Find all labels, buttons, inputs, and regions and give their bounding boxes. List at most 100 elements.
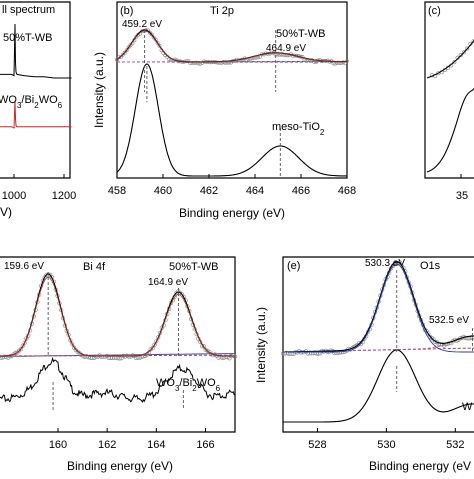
panel-d-data-point <box>22 340 27 345</box>
panel-e-data-point <box>472 335 474 340</box>
panel-d-peak2-label: 164.9 eV <box>148 277 188 288</box>
panel-b-frame <box>116 1 348 179</box>
panel-b-data-point <box>157 43 162 48</box>
panel-d-xtick-label: 162 <box>98 439 116 451</box>
panel-e-xtick-label: 530 <box>377 439 395 451</box>
panel-d-data-point <box>223 354 228 360</box>
panel-b-ticks: 458 460 462 464 466 468 <box>108 174 356 197</box>
panel-d-peak1-label: 159.6 eV <box>4 261 44 272</box>
panel-b-data-point <box>124 48 129 53</box>
panel-e-plot <box>280 260 474 423</box>
panel-e-peak1-label: 530.3 eV <box>365 258 405 269</box>
panel-d-data-point <box>42 275 47 280</box>
panel-b-data-point <box>120 52 125 57</box>
panel-d-data-point <box>117 356 122 361</box>
panel-e-title: O1s <box>420 260 441 272</box>
panel-b-peak2-label: 464.9 eV <box>266 43 306 54</box>
panel-a-sample-bottom: WO3/Bi2WO6 <box>0 94 63 110</box>
panel-b-xtick-label: 458 <box>108 185 126 197</box>
panel-b-ylabel: Intensity (a.u.) <box>92 52 106 128</box>
panel-b-data-point <box>221 60 226 65</box>
panel-b-data-point <box>256 55 261 60</box>
panel-d: 160 162 164 166 Bi 4f 50%T-WB 159.6 eV 164.… <box>0 256 238 473</box>
panel-b-data-point <box>115 57 119 62</box>
panel-d-xtick-label: 166 <box>196 439 214 451</box>
panel-b-data-point <box>126 45 131 50</box>
panel-c-frame <box>424 1 474 179</box>
panel-e-frame <box>282 256 474 433</box>
panel-b-data-point <box>186 59 191 64</box>
panel-c: (c) 35 <box>424 1 474 202</box>
panel-b-bottom-spectrum <box>116 63 348 177</box>
panel-d-data-point <box>154 339 159 344</box>
panel-c-plot <box>426 39 474 178</box>
panel-b-letter: (b) <box>120 5 133 17</box>
panel-a-plot <box>0 23 72 129</box>
panel-d-xtick-label: 164 <box>147 439 165 451</box>
panel-b-xtick-label: 466 <box>292 185 310 197</box>
panel-b-data-point <box>155 41 160 45</box>
panel-b-sample-bottom: meso-TiO2 <box>272 121 325 137</box>
panel-d-plot <box>0 272 238 410</box>
panel-b-title: Ti 2p <box>210 5 234 17</box>
panel-d-data-point <box>20 343 25 349</box>
panel-b-peak1-label: 459.2 eV <box>122 19 162 30</box>
panel-e-letter: (e) <box>287 260 300 272</box>
panel-b-xtick-label: 462 <box>200 185 218 197</box>
panel-a-title: ll spectrum <box>2 4 55 16</box>
panel-c-data-point <box>452 60 457 65</box>
panel-d-data-point <box>201 344 206 349</box>
panel-a-series-1 <box>0 100 72 129</box>
panel-d-title: Bi 4f <box>83 261 106 273</box>
panel-e-xtick-label: 528 <box>308 439 326 451</box>
panel-d-data-point <box>152 342 157 348</box>
panel-c-data-point <box>465 46 470 51</box>
panel-d-baseline-red <box>0 354 235 357</box>
panel-b-data-point <box>184 59 189 64</box>
panel-d-frame <box>0 256 236 433</box>
panel-b-xtick-label: 460 <box>154 185 172 197</box>
panel-b-data-point <box>151 35 156 40</box>
panel-b-plot <box>115 28 349 178</box>
panel-d-data-point <box>7 354 13 359</box>
panel-b-data-point <box>341 60 346 65</box>
panel-a-axes <box>0 1 71 179</box>
panel-b-xtick-label: 464 <box>246 185 264 197</box>
panel-d-ticks: 160 162 164 166 <box>49 428 215 451</box>
panel-d-xlabel: Binding energy (eV) <box>67 459 173 473</box>
panel-e: 528 530 532 (e) O1s 530.3 eV 532.5 eV W Bi… <box>254 256 474 473</box>
panel-e-component-1 <box>283 263 474 353</box>
panel-b-data-point <box>198 61 203 66</box>
panel-c-letter: (c) <box>428 5 441 17</box>
panel-b: 458 460 462 464 466 468 (b) Ti 2p 50%T-WB 459… <box>92 1 356 220</box>
panel-e-sample-bottom: W <box>462 401 473 413</box>
panel-a-xtick-1200: 1200 <box>52 190 76 202</box>
panel-b-xlabel: Binding energy (eV) <box>179 206 285 220</box>
panel-d-data-point <box>70 341 75 346</box>
panel-d-baseline-blue <box>0 353 235 357</box>
panel-d-data-point <box>232 354 238 359</box>
panel-e-xlabel: Binding energy (eV <box>369 459 471 473</box>
panel-d-xtick-label: 160 <box>49 439 67 451</box>
panel-e-bottom-spectrum <box>283 349 474 423</box>
panel-a-ticks <box>13 174 65 178</box>
panel-b-data-point <box>215 60 220 65</box>
panel-c-xtick: 35 <box>456 190 468 202</box>
panel-e-data-point <box>426 331 431 336</box>
panel-b-data-point <box>190 61 195 65</box>
panel-e-ylabel: Intensity (a.u.) <box>254 307 268 383</box>
panel-c-fit-line <box>426 39 474 79</box>
panel-a-sample-top: 50%T-WB <box>3 32 53 44</box>
panel-b-sample-top: 50%T-WB <box>276 28 326 40</box>
panel-d-data-point <box>179 292 184 297</box>
panel-a-series-0 <box>0 23 72 79</box>
panel-c-bottom-spectrum <box>426 87 474 173</box>
panel-e-ticks: 528 530 532 <box>308 428 465 451</box>
panel-b-xtick-label: 468 <box>338 185 356 197</box>
panel-c-data-point <box>458 52 463 57</box>
panel-a-xlabel: V) <box>0 205 12 219</box>
panel-e-peak2-label: 532.5 eV <box>429 315 469 326</box>
panel-b-data-point <box>122 50 127 55</box>
